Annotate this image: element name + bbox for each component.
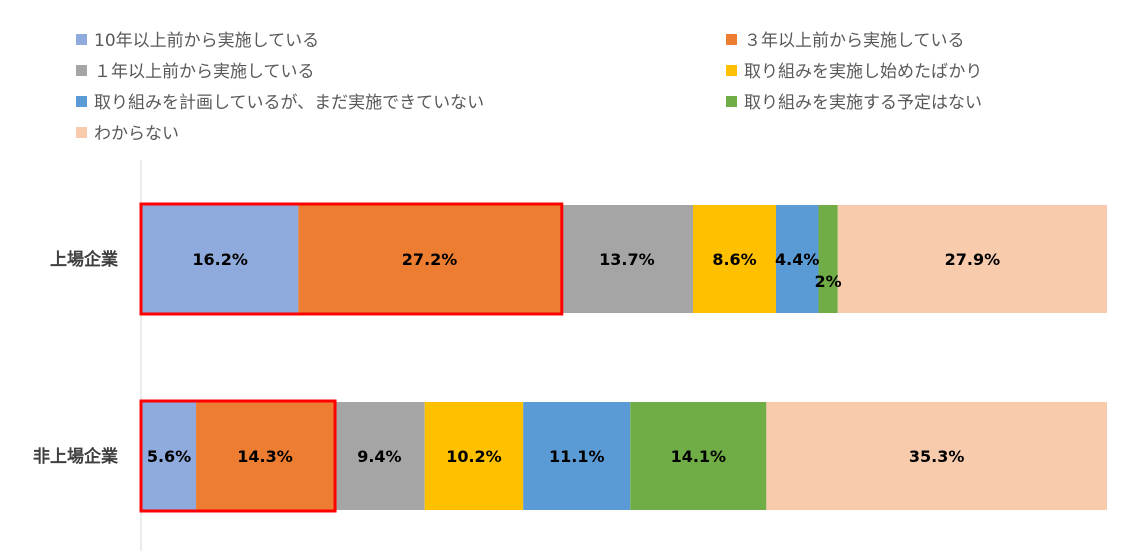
data-label: 5.6% (147, 447, 191, 466)
bar-segment (837, 205, 1107, 313)
legend-swatch (726, 34, 737, 45)
highlight-box (139, 202, 564, 316)
legend-label: １年以上前から実施している (94, 62, 315, 82)
legend-swatch (726, 65, 737, 76)
data-label: 9.4% (357, 447, 401, 466)
bar-segment (334, 402, 425, 510)
data-label: 13.7% (599, 250, 655, 269)
legend-label: 取り組みを実施する予定はない (744, 93, 982, 113)
bars (142, 205, 1107, 510)
bar-segment (142, 402, 197, 510)
bar-segment (560, 205, 694, 313)
legend-label: 取り組みを実施し始めたばかり (744, 62, 982, 82)
legend-swatch (726, 96, 737, 107)
legend-swatch (76, 127, 87, 138)
data-label: 16.2% (192, 250, 248, 269)
data-label: 10.2% (446, 447, 502, 466)
legend-swatch (76, 96, 87, 107)
bar-segment (523, 402, 631, 510)
data-labels: 16.2% 27.2% 13.7% 8.6% 4.4% 2% 27.9% 5.6% 14.3% 9… (147, 250, 1000, 466)
data-label: 35.3% (909, 447, 965, 466)
highlight-box (139, 399, 337, 513)
bar-segment (766, 402, 1107, 510)
data-label: 11.1% (549, 447, 605, 466)
data-label: 27.2% (402, 250, 458, 269)
bar-segment (693, 205, 777, 313)
bar-segment (196, 402, 335, 510)
data-label: 4.4% (775, 250, 819, 269)
bar-segment (298, 205, 561, 313)
data-label: 2% (815, 272, 842, 291)
legend-swatch (76, 65, 87, 76)
bar-segment (424, 402, 524, 510)
bar-segment (630, 402, 767, 510)
category-label: 非上場企業 (33, 446, 118, 467)
data-label: 14.1% (671, 447, 727, 466)
bar-segment (818, 205, 838, 313)
bar-segment (142, 205, 299, 313)
legend-label: 取り組みを計画しているが、まだ実施できていない (94, 93, 484, 113)
data-label: 14.3% (237, 447, 293, 466)
legend: 10年以上前から実施している ３年以上前から実施している １年以上前から実施している… (76, 31, 982, 144)
data-label: 8.6% (712, 250, 756, 269)
data-label: 27.9% (945, 250, 1001, 269)
legend-label: わからない (94, 124, 179, 144)
legend-label: 10年以上前から実施している (94, 31, 319, 51)
category-label: 上場企業 (50, 249, 118, 270)
legend-swatch (76, 34, 87, 45)
legend-label: ３年以上前から実施している (744, 31, 965, 51)
highlight-boxes (139, 202, 564, 513)
bar-segment (776, 205, 819, 313)
